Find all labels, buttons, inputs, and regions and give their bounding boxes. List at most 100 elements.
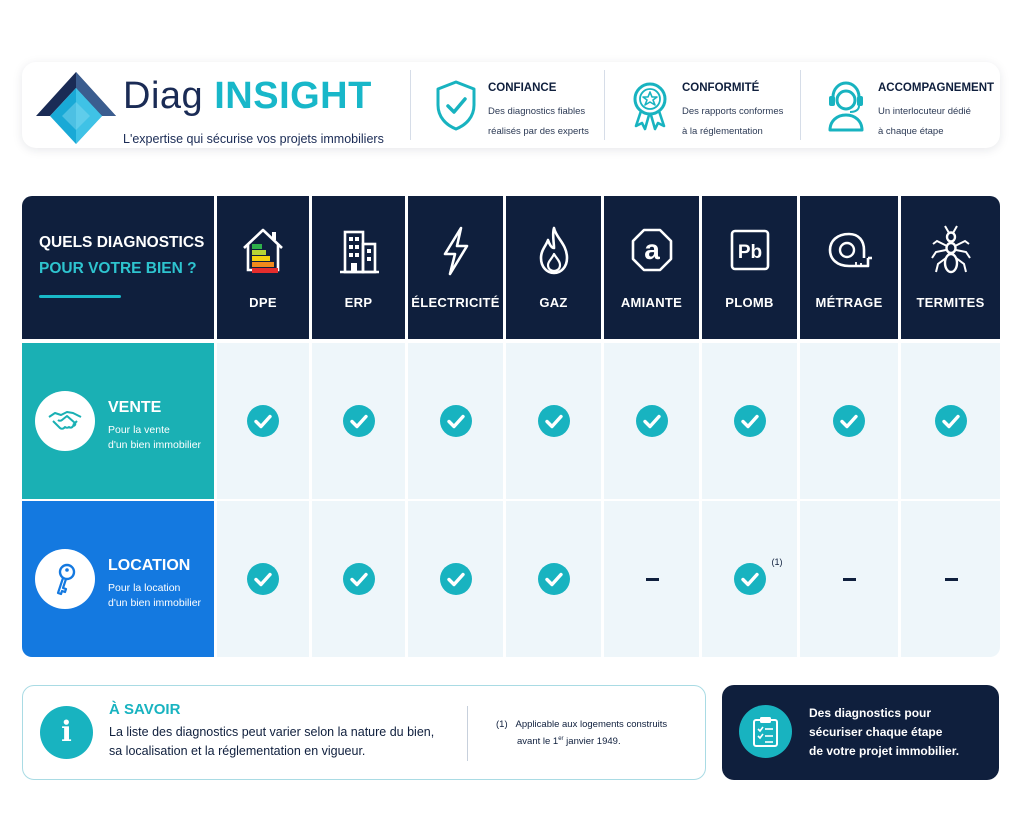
dash-icon [944,578,958,581]
feature-line: à la réglementation [682,126,763,137]
clipboard-icon-badge [739,705,792,758]
table-cell-location-amiante [604,501,699,657]
feature-line: Un interlocuteur dédié [878,106,971,117]
check-icon [342,405,375,437]
dash-icon [645,578,659,581]
column-label: DPE [249,295,277,310]
row-subtitle: d'un bien immobilier [108,439,202,451]
award-star-icon [633,82,667,131]
header-banner: Diag INSIGHT L'expertise qui sécurise vo… [22,62,1000,148]
column-label: AMIANTE [620,295,683,310]
column-label: TERMITES [916,295,985,310]
check-icon [733,563,766,595]
footnote-sup: er [558,736,564,742]
info-divider [467,706,468,761]
column-header-amiante: a AMIANTE [604,196,699,339]
handshake-icon-badge [35,391,95,451]
column-label: GAZ [539,295,568,310]
header-divider [410,70,411,140]
feature-title: CONFIANCE [488,82,557,94]
column-header-dpe: DPE [217,196,309,339]
check-icon [247,563,279,595]
table-cell-vente-amiante [604,343,699,499]
table-cell-vente-electricite [408,343,503,499]
footnote-marker: (1) [496,719,508,730]
info-title: À SAVOIR [109,701,181,718]
row-subtitle: Pour la vente [108,424,170,436]
table-heading-line2: POUR VOTRE BIEN ? [39,260,197,277]
building-icon [339,230,379,274]
column-label: ERP [344,295,373,310]
column-label: PLOMB [725,295,774,310]
check-icon [247,405,279,437]
column-label: MÉTRAGE [815,295,883,310]
shield-check-icon [436,80,476,131]
feature-line: Des diagnostics fiables [488,106,586,117]
table-cell-location-metrage [800,501,898,657]
lead-pb-icon: Pb [730,229,769,271]
feature-confiance: CONFIANCE Des diagnostics fiables réalis… [432,68,602,142]
clipboard-checklist-icon [753,717,778,747]
diagnostics-table: QUELS DIAGNOSTICS POUR VOTRE BIEN ? DPE [22,196,1000,657]
check-icon [537,405,570,437]
check-icon [537,563,570,595]
brand-name: Diag INSIGHT [123,76,372,116]
table-cell-location-dpe [217,501,309,657]
row-subtitle: d'un bien immobilier [108,597,202,609]
feature-line: Des rapports conformes [682,106,784,117]
table-cell-location-termites [901,501,1000,657]
header-divider [604,70,605,140]
column-label: ÉLECTRICITÉ [411,295,500,310]
column-header-erp: ERP [312,196,405,339]
info-line: sa localisation et la réglementation en … [109,744,366,758]
key-icon [56,563,76,596]
check-icon [635,405,668,437]
feature-title: CONFORMITÉ [682,82,760,94]
diag-insight-logo-icon [36,72,116,144]
lightning-icon [443,226,468,276]
column-header-gaz: GAZ [506,196,601,339]
table-cell-vente-erp [312,343,405,499]
column-header-termites: TERMITES [901,196,1000,339]
row-title: VENTE [108,399,162,416]
feature-title: ACCOMPAGNEMENT [878,82,995,94]
table-cell-vente-gaz [506,343,601,499]
table-cell-location-gaz [506,501,601,657]
asbestos-a-icon: a [631,228,672,272]
termite-icon [930,225,971,274]
check-icon [833,405,865,437]
table-cell-vente-plomb [702,343,797,499]
handshake-icon [48,411,82,430]
table-heading-line1: QUELS DIAGNOSTICS [39,234,205,251]
brand-name-part1: Diag [123,75,204,117]
table-corner-heading: QUELS DIAGNOSTICS POUR VOTRE BIEN ? [22,196,214,339]
dash-icon [843,578,856,581]
check-icon [439,405,472,437]
footnote-text: janvier 1949. [563,736,621,748]
footnote-line2: avant le 1er janvier 1949. [517,736,621,747]
svg-text:Pb: Pb [737,242,761,263]
headset-user-icon [828,81,864,132]
table-cell-location-erp [312,501,405,657]
brand-tagline: L'expertise qui sécurise vos projets imm… [123,132,384,146]
info-line: La liste des diagnostics peut varier sel… [109,725,435,739]
footnote-text: avant le 1 [517,736,559,748]
svg-text:a: a [644,234,660,265]
promo-line: sécuriser chaque étape [809,725,943,739]
promo-box: Des diagnostics pour sécuriser chaque ét… [722,685,999,780]
tape-measure-icon [828,232,872,268]
key-icon-badge [35,549,95,609]
check-icon [733,405,766,437]
row-title: LOCATION [108,557,191,574]
feature-conformite: CONFORMITÉ Des rapports conformes à la r… [626,68,796,142]
table-cell-vente-termites [901,343,1000,499]
row-subtitle: Pour la location [108,582,181,594]
column-header-metrage: MÉTRAGE [800,196,898,339]
table-cell-location-electricite [408,501,503,657]
info-icon: i [40,706,93,759]
footnote-text: Applicable aux logements construits [515,719,668,730]
feature-line: réalisés par des experts [488,126,589,137]
table-cell-location-plomb: (1) [702,501,797,657]
feature-accompagnement: ACCOMPAGNEMENT Un interlocuteur dédié à … [822,68,998,142]
header-divider [800,70,801,140]
